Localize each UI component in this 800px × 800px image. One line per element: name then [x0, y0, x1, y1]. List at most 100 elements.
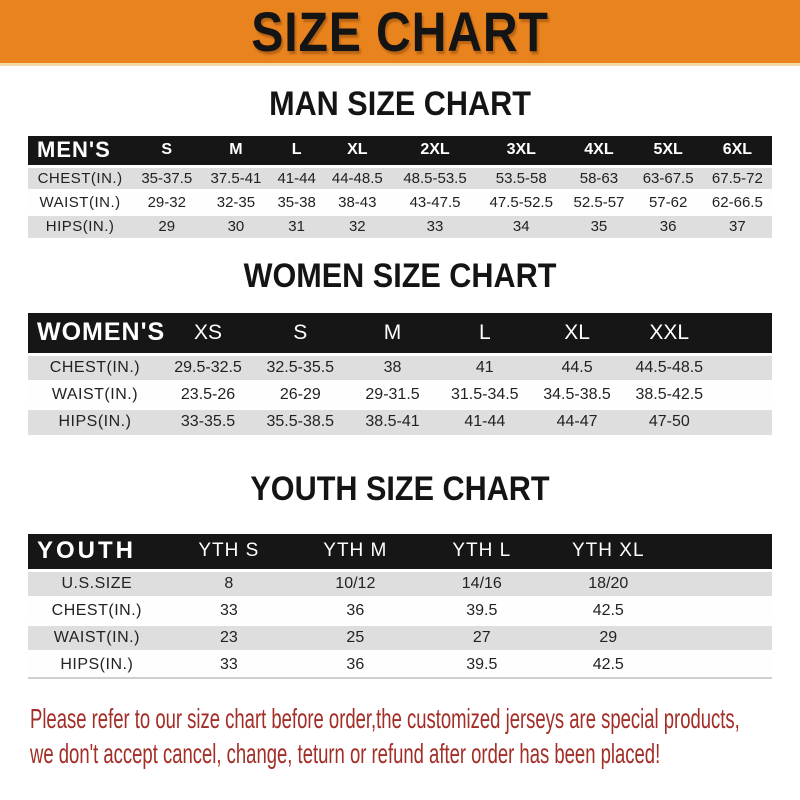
header-filler — [671, 534, 772, 570]
table-row: WAIST(IN.) 29-32 32-35 35-38 38-43 43-47.5 47.… — [28, 190, 772, 214]
column-header: XS — [161, 313, 255, 354]
column-header: L — [270, 136, 323, 166]
size-cell: 25 — [292, 624, 419, 651]
size-cell: 35-37.5 — [132, 166, 202, 190]
size-cell: 37 — [702, 214, 772, 238]
size-cell: 37.5-41 — [201, 166, 271, 190]
size-cell: 38.5-42.5 — [623, 381, 716, 408]
size-cell: 32-35 — [201, 190, 271, 214]
row-label: U.S.SIZE — [28, 570, 166, 597]
table-row: HIPS(IN.) 33 36 39.5 42.5 — [28, 651, 772, 678]
size-cell: 36 — [292, 651, 419, 678]
header-filler — [715, 313, 772, 354]
size-cell: 44-48.5 — [322, 166, 392, 190]
size-cell: 38 — [346, 354, 439, 381]
size-cell: 42.5 — [545, 651, 672, 678]
row-label: WAIST(IN.) — [28, 381, 162, 408]
size-cell: 44-47 — [530, 408, 624, 435]
size-cell: 33 — [165, 651, 293, 678]
row-label: CHEST(IN.) — [28, 597, 166, 624]
size-cell: 39.5 — [418, 597, 546, 624]
size-cell: 34 — [478, 214, 565, 238]
size-cell: 48.5-53.5 — [391, 166, 479, 190]
size-cell: 47.5-52.5 — [478, 190, 565, 214]
size-cell: 41 — [438, 354, 531, 381]
notice-line-2: we don't accept cancel, change, teturn o… — [30, 738, 661, 769]
size-cell: 10/12 — [292, 570, 419, 597]
youth-size-table: YOUTH YTH S YTH M YTH L YTH XL U.S.SIZE 8 10/12… — [28, 534, 772, 679]
column-header: XL — [530, 313, 624, 354]
size-cell: 52.5-57 — [564, 190, 634, 214]
size-cell: 36 — [633, 214, 703, 238]
column-header: 2XL — [391, 136, 479, 166]
size-cell: 35.5-38.5 — [254, 408, 347, 435]
page-title: SIZE CHART — [251, 0, 549, 63]
order-notice: Please refer to our size chart before or… — [30, 704, 800, 769]
row-label: WAIST(IN.) — [28, 624, 166, 651]
size-cell: 67.5-72 — [702, 166, 772, 190]
column-header: YTH S — [165, 534, 293, 570]
column-header: L — [438, 313, 531, 354]
size-cell: 29-32 — [132, 190, 202, 214]
column-header: XXL — [623, 313, 716, 354]
column-header: 4XL — [564, 136, 634, 166]
size-cell: 23 — [165, 624, 293, 651]
size-cell: 35-38 — [270, 190, 323, 214]
row-filler — [715, 408, 772, 435]
size-cell: 8 — [165, 570, 293, 597]
size-cell: 32.5-35.5 — [254, 354, 347, 381]
column-header: M — [201, 136, 271, 166]
column-header: 6XL — [702, 136, 772, 166]
size-cell: 29.5-32.5 — [161, 354, 255, 381]
row-filler — [671, 597, 772, 624]
women-size-table: WOMEN'S XS S M L XL XXL CHEST(IN.) 29.5-32.5 32.5… — [28, 313, 772, 435]
column-header: YTH L — [418, 534, 546, 570]
size-cell: 36 — [292, 597, 419, 624]
row-filler — [671, 624, 772, 651]
table-corner-label: WOMEN'S — [28, 313, 164, 354]
size-cell: 44.5 — [530, 354, 624, 381]
row-filler — [671, 651, 772, 678]
size-cell: 33 — [165, 597, 293, 624]
notice-line-1: Please refer to our size chart before or… — [30, 703, 740, 734]
column-header: XL — [322, 136, 392, 166]
column-header: YTH XL — [545, 534, 672, 570]
size-cell: 27 — [418, 624, 546, 651]
table-row: WAIST(IN.) 23.5-26 26-29 29-31.5 31.5-34.5 34… — [28, 381, 772, 408]
size-cell: 33-35.5 — [161, 408, 255, 435]
row-label: HIPS(IN.) — [28, 214, 133, 238]
size-cell: 38.5-41 — [346, 408, 439, 435]
size-cell: 39.5 — [418, 651, 546, 678]
size-cell: 42.5 — [545, 597, 672, 624]
row-label: CHEST(IN.) — [28, 354, 162, 381]
size-cell: 29-31.5 — [346, 381, 439, 408]
size-cell: 14/16 — [418, 570, 546, 597]
size-cell: 35 — [564, 214, 634, 238]
table-row: CHEST(IN.) 35-37.5 37.5-41 41-44 44-48.5 48.5… — [28, 166, 772, 190]
row-filler — [671, 570, 772, 597]
table-row: U.S.SIZE 8 10/12 14/16 18/20 — [28, 570, 772, 597]
size-chart-page: SIZE CHART MAN SIZE CHART MEN'S S M L XL 2XL 3… — [0, 0, 800, 769]
row-label: HIPS(IN.) — [28, 408, 162, 435]
men-section: MAN SIZE CHART MEN'S S M L XL 2XL 3XL 4XL 5XL 6XL… — [0, 87, 800, 238]
size-cell: 41-44 — [438, 408, 531, 435]
size-cell: 34.5-38.5 — [530, 381, 624, 408]
men-size-table: MEN'S S M L XL 2XL 3XL 4XL 5XL 6XL CHEST(IN.) 35-37… — [28, 136, 772, 238]
women-section: WOMEN SIZE CHART WOMEN'S XS S M L XL XXL CHEST(… — [0, 259, 800, 435]
size-cell: 58-63 — [564, 166, 634, 190]
table-corner-label: YOUTH — [28, 534, 166, 570]
size-cell: 62-66.5 — [702, 190, 772, 214]
table-row: HIPS(IN.) 33-35.5 35.5-38.5 38.5-41 41-44 44-… — [28, 408, 772, 435]
size-cell: 29 — [545, 624, 672, 651]
table-row: CHEST(IN.) 33 36 39.5 42.5 — [28, 597, 772, 624]
table-row: WAIST(IN.) 23 25 27 29 — [28, 624, 772, 651]
size-cell: 63-67.5 — [633, 166, 703, 190]
size-cell: 31 — [270, 214, 323, 238]
size-cell: 26-29 — [254, 381, 347, 408]
table-corner-label: MEN'S — [28, 136, 133, 166]
women-section-title: WOMEN SIZE CHART — [243, 257, 557, 295]
size-cell: 53.5-58 — [478, 166, 565, 190]
youth-section-title: YOUTH SIZE CHART — [250, 470, 550, 508]
youth-section: YOUTH SIZE CHART YOUTH YTH S YTH M YTH L YTH… — [0, 472, 800, 679]
column-header: 3XL — [478, 136, 565, 166]
